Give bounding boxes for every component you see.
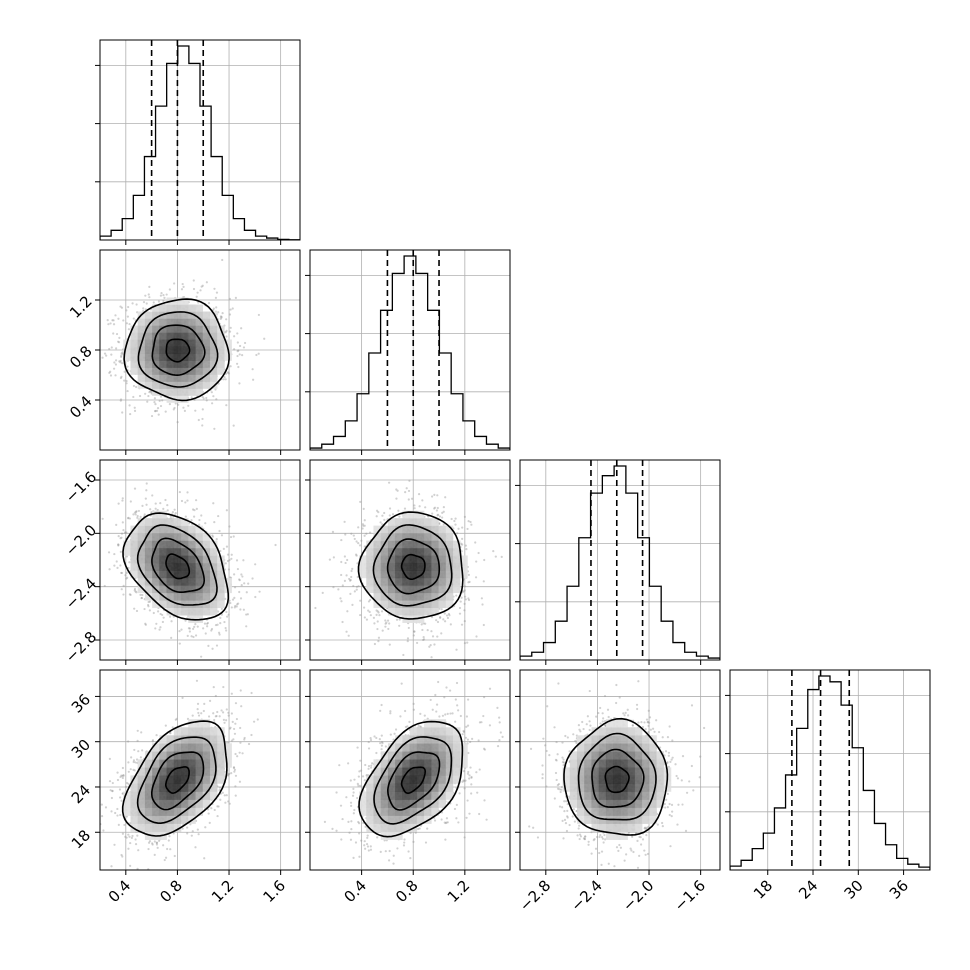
panel-frame — [309, 669, 511, 871]
scatter-panel-3-1: 0.4 0.8 1.2 — [305, 669, 511, 906]
contour-level — [357, 511, 464, 620]
density-cells — [359, 719, 468, 840]
x-tick-label: 1.6 — [260, 876, 290, 906]
x-tick-label: 0.8 — [156, 876, 186, 906]
scatter-panel-2-1 — [305, 459, 511, 665]
y-tick-label: −2.0 — [62, 521, 100, 559]
contour-level — [386, 538, 441, 595]
y-tick-label: −2.8 — [62, 628, 100, 666]
panel-frame — [729, 669, 931, 871]
y-tick-label: 0.4 — [66, 392, 96, 422]
panel-frame — [99, 249, 301, 451]
x-tick-label: −2.0 — [619, 876, 657, 914]
contour-level — [386, 751, 441, 811]
contour-level — [577, 732, 657, 821]
contour-level — [591, 748, 645, 808]
x-tick-label: 1.2 — [208, 876, 238, 906]
density-cells — [123, 719, 232, 840]
x-tick-label: 36 — [886, 876, 912, 902]
scatter-panel-1-0: 0.4 0.8 1.2 — [66, 249, 301, 455]
x-tick-label: 24 — [795, 876, 821, 902]
scatter-panel-3-0: 0.4 0.8 1.2 1.6 18 24 30 36 — [68, 669, 301, 906]
histogram-panel-0 — [95, 39, 301, 245]
histogram-step — [730, 675, 930, 870]
contour-level — [122, 512, 230, 621]
y-tick-label: −2.4 — [62, 574, 100, 612]
contour-level — [151, 751, 205, 811]
panel-frame — [99, 459, 301, 661]
contour-level — [151, 324, 206, 377]
contour-level — [151, 537, 206, 593]
histogram-step — [310, 255, 510, 450]
contour-level — [604, 765, 630, 794]
contour-level — [136, 524, 218, 606]
y-tick-label: 36 — [68, 690, 94, 716]
panel-frame — [519, 669, 721, 871]
contour-level — [400, 766, 427, 795]
x-tick-label: −2.8 — [516, 876, 554, 914]
contour-level — [372, 524, 453, 607]
x-tick-label: 1.2 — [444, 876, 474, 906]
contour-level — [121, 720, 228, 837]
panel-frame — [519, 459, 721, 661]
y-tick-label: 1.2 — [66, 292, 96, 322]
scatter-panel-3-2: −2.8 −2.4 −2.0 −1.6 — [515, 669, 721, 915]
contour-level — [123, 298, 230, 402]
contour-level — [136, 736, 217, 825]
contour-level — [358, 720, 464, 838]
x-tick-label: 0.8 — [392, 876, 422, 906]
contour-level — [563, 717, 669, 836]
panel-frame — [99, 669, 301, 871]
x-tick-label: 30 — [841, 876, 867, 902]
y-tick-label: 24 — [68, 781, 94, 807]
panel-frame — [99, 39, 301, 241]
y-tick-label: 18 — [68, 826, 94, 852]
x-tick-label: 0.4 — [340, 876, 370, 906]
contour-level — [137, 311, 219, 388]
x-tick-label: 18 — [750, 876, 776, 902]
y-tick-label: 0.8 — [66, 342, 96, 372]
x-tick-label: −2.4 — [567, 876, 605, 914]
contour-level — [165, 338, 191, 363]
contour-level — [400, 553, 426, 580]
x-tick-label: 0.4 — [105, 876, 135, 906]
panel-frame — [309, 249, 511, 451]
histogram-panel-3: 18 24 30 36 — [725, 669, 931, 903]
contour-level — [165, 553, 191, 580]
y-tick-label: −1.6 — [62, 468, 100, 506]
histogram-step — [100, 45, 300, 240]
panel-frame — [309, 459, 511, 661]
y-tick-label: 30 — [68, 736, 94, 762]
histogram-step — [520, 465, 720, 660]
contour-level — [373, 736, 453, 825]
scatter-panel-2-0: −2.8 −2.4 −2.0 −1.6 — [62, 459, 301, 666]
x-tick-label: −1.6 — [671, 876, 709, 914]
histogram-panel-2 — [515, 459, 721, 665]
density-cells — [123, 297, 232, 403]
contour-level — [165, 766, 190, 794]
histogram-panel-1 — [305, 249, 511, 455]
